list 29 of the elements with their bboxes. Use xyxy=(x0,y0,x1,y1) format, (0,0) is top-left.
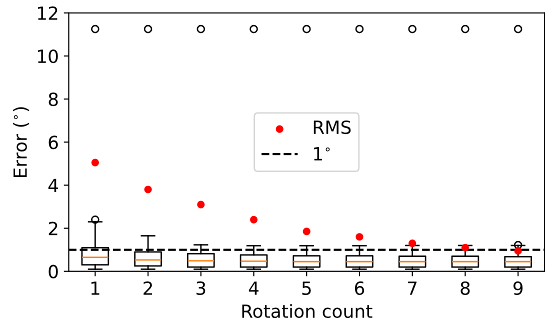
y-tick-label: 6 xyxy=(48,136,58,150)
point xyxy=(408,240,416,248)
point xyxy=(302,228,310,236)
legend-label: RMS xyxy=(314,120,351,134)
point xyxy=(461,244,470,252)
y-tick-label: 0 xyxy=(48,264,58,278)
x-tick-label: 9 xyxy=(513,281,523,296)
x-tick-label: 4 xyxy=(248,282,258,295)
point xyxy=(91,158,99,166)
x-tick-label: 3 xyxy=(196,281,206,296)
point xyxy=(514,247,522,255)
x-tick-label: 6 xyxy=(355,281,364,296)
point xyxy=(250,216,258,224)
point xyxy=(356,233,364,241)
x-tick-label: 5 xyxy=(302,282,311,296)
y-tick-label: 8 xyxy=(48,92,58,106)
point xyxy=(144,186,152,194)
legend-label: 1$^{∘}$ xyxy=(314,147,330,160)
x-tick-label: 2 xyxy=(144,281,152,295)
point xyxy=(197,200,205,208)
x-axis-title: Rotation count xyxy=(242,304,372,318)
x-tick-label: 8 xyxy=(460,281,470,296)
x-tick-label: 7 xyxy=(408,282,417,295)
y-tick-label: 12 xyxy=(38,6,58,20)
y-tick-label: 10 xyxy=(38,49,58,64)
x-tick-label: 1 xyxy=(91,282,100,295)
y-tick-label: 2 xyxy=(48,222,58,236)
y-tick-label: 4 xyxy=(48,178,58,192)
y-axis-title: Error ($^{∘}$) xyxy=(13,107,30,177)
